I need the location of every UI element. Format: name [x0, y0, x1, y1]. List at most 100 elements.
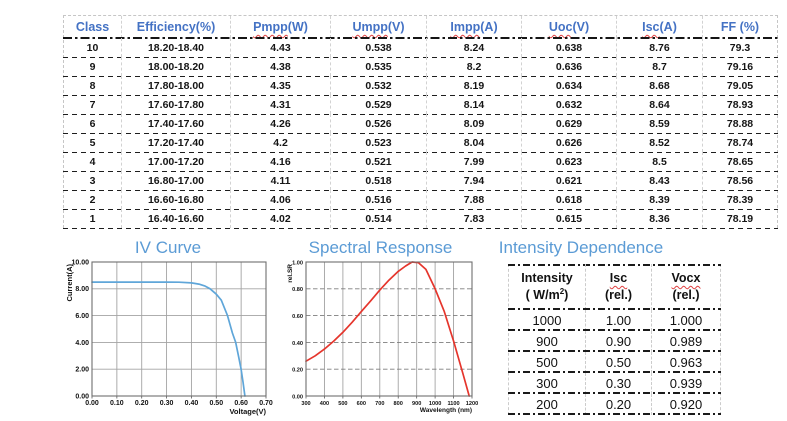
- table-cell: 17.80-18.00: [122, 76, 231, 95]
- table-cell: 0.529: [331, 95, 427, 114]
- table-cell: 6: [64, 114, 122, 133]
- svg-text:0.40: 0.40: [292, 341, 303, 347]
- intensity-row: 900 0.90 0.989: [508, 331, 721, 352]
- column-header: Isc (A): [617, 16, 703, 38]
- intensity-dependence-title: Intensity Dependence: [498, 238, 664, 257]
- svg-text:900: 900: [412, 401, 421, 407]
- table-cell: 79.05: [726, 79, 754, 92]
- svg-text:700: 700: [375, 401, 384, 407]
- table-cell: 7.88: [427, 190, 522, 209]
- svg-text:0.10: 0.10: [110, 400, 124, 407]
- table-cell: 18.20-18.40: [122, 38, 231, 57]
- column-header: Umpp (V): [331, 16, 427, 38]
- spectral-response-title: Spectral Response: [308, 238, 453, 257]
- table-cell: 10: [64, 38, 122, 57]
- spectral-response-chart: 300 400 500 600 700 800 900 1000 1100 1200 0.00 0.2…: [287, 260, 478, 414]
- table-cell: 5: [64, 133, 122, 152]
- table-cell: 78.19: [726, 212, 754, 225]
- table-cell: 8.24: [427, 38, 522, 57]
- table-cell: 9: [64, 57, 122, 76]
- svg-text:Current(A): Current(A): [65, 264, 74, 302]
- table-cell: 1: [64, 209, 122, 228]
- class-table-row: 9 18.00-18.20 4.38 0.535 8.2 0.636 8.7 79.16: [63, 57, 778, 77]
- table-cell: 4.31: [231, 95, 331, 114]
- table-cell: 0.623: [522, 152, 617, 171]
- intensity-row: 200 0.20 0.920: [508, 394, 721, 415]
- table-cell: 8: [64, 76, 122, 95]
- table-cell: 4.38: [231, 57, 331, 76]
- table-cell: 8.64: [617, 95, 703, 114]
- intensity-cell: 0.20: [586, 394, 652, 415]
- class-table-row: 4 17.00-17.20 4.16 0.521 7.99 0.623 8.5 78.65: [63, 152, 778, 172]
- class-table-row: 1 16.40-16.60 4.02 0.514 7.83 0.615 8.36 78.19: [63, 209, 778, 229]
- intensity-header-row: Intensity( W/m2) Isc (rel.) Vocx (rel.): [508, 264, 721, 310]
- column-header: Uoc (V): [522, 16, 617, 38]
- svg-text:6.00: 6.00: [75, 313, 89, 320]
- class-table-row: 2 16.60-16.80 4.06 0.516 7.88 0.618 8.39 78.39: [63, 190, 778, 210]
- intensity-cell: 0.920: [669, 397, 703, 412]
- class-table-row: 10 18.20-18.40 4.43 0.538 8.24 0.638 8.76 79.3: [63, 38, 778, 58]
- svg-text:8.00: 8.00: [75, 286, 89, 293]
- table-cell: 78.65: [726, 155, 754, 168]
- column-header: Pmpp (W): [231, 16, 331, 38]
- intensity-table: Intensity( W/m2) Isc (rel.) Vocx (rel.) 1000 1…: [508, 264, 721, 415]
- table-cell: 8.39: [617, 190, 703, 209]
- intensity-cell: 300: [509, 373, 586, 394]
- table-cell: 78.56: [726, 174, 754, 187]
- table-cell: 0.532: [331, 76, 427, 95]
- table-cell: 0.634: [522, 76, 617, 95]
- svg-text:600: 600: [357, 401, 366, 407]
- table-cell: 0.636: [522, 57, 617, 76]
- table-cell: 17.00-17.20: [122, 152, 231, 171]
- table-cell: 79.16: [726, 60, 754, 73]
- svg-text:0.00: 0.00: [75, 393, 89, 400]
- table-cell: 8.09: [427, 114, 522, 133]
- intensity-cell: 200: [509, 394, 586, 415]
- table-cell: 4.02: [231, 209, 331, 228]
- table-cell: 4: [64, 152, 122, 171]
- table-cell: 8.04: [427, 133, 522, 152]
- table-cell: 0.518: [331, 171, 427, 190]
- svg-text:0.00: 0.00: [292, 394, 303, 400]
- intensity-cell: 0.989: [669, 334, 703, 349]
- table-cell: 0.538: [331, 38, 427, 57]
- table-cell: 8.19: [427, 76, 522, 95]
- table-cell: 8.68: [617, 76, 703, 95]
- table-cell: 4.16: [231, 152, 331, 171]
- svg-text:2.00: 2.00: [75, 367, 89, 374]
- class-table: Class Efficiency(%) Pmpp (W) Umpp (V) Impp (…: [63, 15, 778, 229]
- intensity-row: 300 0.30 0.939: [508, 373, 721, 394]
- class-table-row: 6 17.40-17.60 4.26 0.526 8.09 0.629 8.59 78.88: [63, 114, 778, 134]
- svg-text:rel.SR: rel.SR: [287, 264, 294, 283]
- intensity-cell: 0.30: [586, 373, 652, 394]
- table-cell: 0.526: [331, 114, 427, 133]
- table-cell: 0.514: [331, 209, 427, 228]
- table-cell: 0.516: [331, 190, 427, 209]
- column-header: FF (%): [720, 20, 760, 34]
- table-cell: 8.76: [617, 38, 703, 57]
- table-cell: 8.43: [617, 171, 703, 190]
- table-cell: 4.06: [231, 190, 331, 209]
- svg-text:1000: 1000: [429, 401, 441, 407]
- table-cell: 0.638: [522, 38, 617, 57]
- table-cell: 17.40-17.60: [122, 114, 231, 133]
- svg-text:1.00: 1.00: [292, 260, 303, 266]
- svg-text:300: 300: [301, 401, 310, 407]
- svg-text:0.60: 0.60: [234, 400, 248, 407]
- table-cell: 0.615: [522, 209, 617, 228]
- svg-text:0.50: 0.50: [209, 400, 223, 407]
- table-cell: 7.99: [427, 152, 522, 171]
- table-cell: 4.43: [231, 38, 331, 57]
- svg-text:500: 500: [338, 401, 347, 407]
- table-cell: 78.93: [726, 98, 754, 111]
- intensity-cell: 900: [509, 331, 586, 352]
- table-cell: 78.88: [726, 117, 754, 130]
- table-cell: 4.2: [231, 133, 331, 152]
- table-cell: 8.36: [617, 209, 703, 228]
- intensity-column-header: Isc (rel.): [586, 264, 652, 310]
- table-cell: 4.11: [231, 171, 331, 190]
- table-cell: 8.5: [617, 152, 703, 171]
- table-cell: 3: [64, 171, 122, 190]
- svg-text:0.20: 0.20: [135, 400, 149, 407]
- svg-text:0.20: 0.20: [292, 368, 303, 374]
